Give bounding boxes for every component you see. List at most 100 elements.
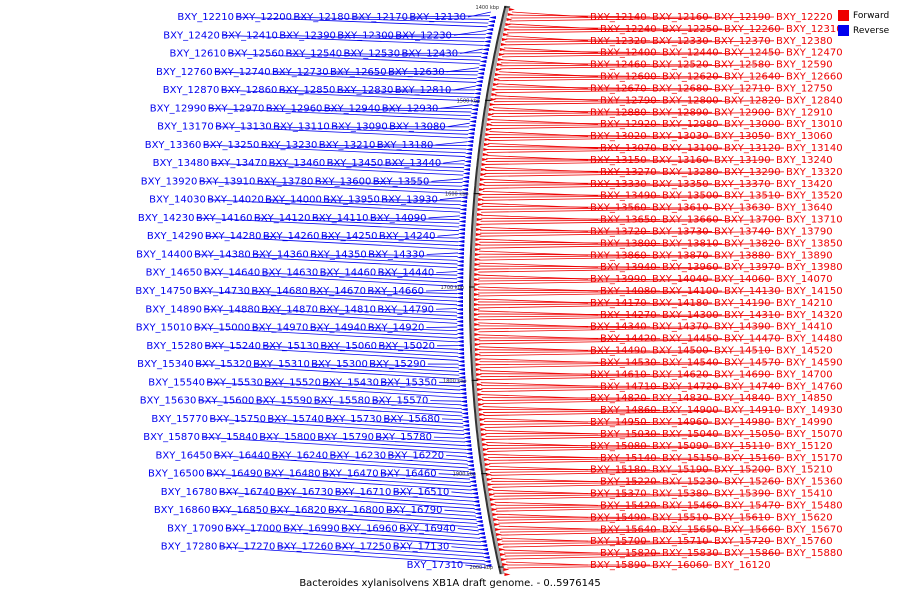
reverse-gene-label: BXY_12860 <box>221 85 278 96</box>
reverse-gene-arrow <box>463 168 471 171</box>
forward-gene-label: BXY_14180 <box>652 298 709 309</box>
forward-gene-label: BXY_12580 <box>714 60 771 71</box>
forward-gene-arrow <box>483 453 490 456</box>
forward-gene-label: BXY_13020 <box>590 131 647 142</box>
forward-leader <box>495 505 723 509</box>
forward-leader <box>489 134 651 137</box>
reverse-leader <box>312 217 460 224</box>
forward-gene-label: BXY_15700 <box>590 536 647 547</box>
reverse-leader <box>436 308 458 310</box>
reverse-leader <box>337 89 475 94</box>
forward-gene-label: BXY_15880 <box>786 548 843 559</box>
reverse-leader <box>277 491 475 506</box>
forward-gene-label: BXY_15410 <box>776 489 833 500</box>
reverse-leader <box>322 381 461 391</box>
forward-leader <box>505 552 785 560</box>
forward-leader <box>484 171 723 174</box>
reverse-gene-arrow <box>481 48 489 51</box>
reverse-gene-label: BXY_14680 <box>251 286 308 297</box>
forward-gene-label: BXY_12640 <box>724 72 781 83</box>
forward-gene-label: BXY_14610 <box>590 369 647 380</box>
forward-gene-label: BXY_15820 <box>600 548 657 559</box>
reverse-gene-arrow <box>462 176 470 179</box>
reverse-gene-label: BXY_12630 <box>388 67 445 78</box>
forward-gene-arrow <box>486 478 493 481</box>
forward-gene-arrow <box>474 308 481 311</box>
reverse-gene-label: BXY_12610 <box>169 49 226 60</box>
reverse-gene-label: BXY_14660 <box>367 286 424 297</box>
forward-gene-arrow <box>474 298 481 301</box>
reverse-swatch <box>838 25 849 36</box>
forward-leader <box>484 421 775 428</box>
reverse-leader <box>317 436 466 447</box>
gene-arrows <box>456 8 515 576</box>
forward-gene-label: BXY_12330 <box>652 36 709 47</box>
forward-leader <box>500 528 785 536</box>
reverse-leader <box>321 235 459 243</box>
reverse-gene-label: BXY_12410 <box>221 30 278 41</box>
reverse-gene-label: BXY_12210 <box>177 12 234 23</box>
forward-gene-label: BXY_12380 <box>776 36 833 47</box>
reverse-gene-label: BXY_16240 <box>272 450 329 461</box>
reverse-gene-label: BXY_14920 <box>368 323 425 334</box>
reverse-gene-arrow <box>458 216 466 219</box>
reverse-leader <box>325 418 464 428</box>
forward-gene-label: BXY_12670 <box>590 83 647 94</box>
reverse-gene-arrow <box>456 344 464 347</box>
forward-leader <box>478 277 651 280</box>
forward-leader <box>493 493 713 497</box>
forward-leader <box>511 14 651 18</box>
forward-leader <box>478 325 651 328</box>
reverse-gene-arrow <box>462 424 470 427</box>
forward-gene-arrow <box>489 498 496 501</box>
forward-gene-label: BXY_14910 <box>724 405 781 416</box>
reverse-gene-label: BXY_14870 <box>261 304 318 315</box>
forward-gene-label: BXY_14270 <box>600 310 657 321</box>
forward-leader <box>483 183 775 189</box>
reverse-gene-arrow <box>478 64 486 67</box>
reverse-gene-label: BXY_14330 <box>368 249 425 260</box>
reverse-gene-arrow <box>458 376 466 379</box>
forward-gene-label: BXY_14760 <box>786 381 843 392</box>
forward-gene-label: BXY_15760 <box>776 536 833 547</box>
reverse-leader <box>453 85 476 91</box>
reverse-leader <box>335 546 484 558</box>
forward-gene-arrow <box>500 553 507 556</box>
forward-gene-label: BXY_15830 <box>662 548 719 559</box>
reverse-gene-label: BXY_16500 <box>148 469 205 480</box>
reverse-gene-arrow <box>456 280 464 283</box>
forward-gene-label: BXY_15170 <box>786 453 843 464</box>
forward-gene-arrow <box>479 183 486 186</box>
reverse-gene-arrow <box>460 400 468 403</box>
reverse-gene-arrow <box>463 432 471 435</box>
forward-gene-label: BXY_13100 <box>662 143 719 154</box>
forward-gene-label: BXY_15120 <box>776 441 833 452</box>
forward-gene-arrow <box>498 53 505 56</box>
forward-gene-label: BXY_15030 <box>600 429 657 440</box>
reverse-gene-arrow <box>461 416 469 419</box>
forward-gene-label: BXY_13940 <box>600 262 657 273</box>
reverse-gene-arrow <box>464 156 472 159</box>
reverse-leader <box>327 162 465 169</box>
reverse-leader <box>443 159 465 164</box>
forward-gene-label: BXY_14690 <box>714 369 771 380</box>
reverse-gene-arrow <box>464 444 472 447</box>
reverse-leader <box>370 217 460 220</box>
reverse-leader <box>209 418 465 435</box>
forward-gene-arrow <box>474 263 481 266</box>
reverse-leader <box>204 308 458 324</box>
forward-leader <box>495 88 775 94</box>
forward-gene-label: BXY_13740 <box>714 226 771 237</box>
reverse-gene-arrow <box>456 288 464 291</box>
forward-leader <box>510 16 713 19</box>
forward-gene-label: BXY_14490 <box>590 346 647 357</box>
reverse-leader <box>221 34 484 46</box>
reverse-gene-arrow <box>480 544 488 547</box>
forward-gene-label: BXY_15070 <box>786 429 843 440</box>
forward-gene-label: BXY_14450 <box>662 334 719 345</box>
forward-gene-label: BXY_15610 <box>714 512 771 523</box>
forward-gene-label: BXY_13370 <box>714 179 771 190</box>
forward-gene-arrow <box>486 473 493 476</box>
forward-gene-label: BXY_14710 <box>600 381 657 392</box>
reverse-gene-arrow <box>456 260 464 263</box>
